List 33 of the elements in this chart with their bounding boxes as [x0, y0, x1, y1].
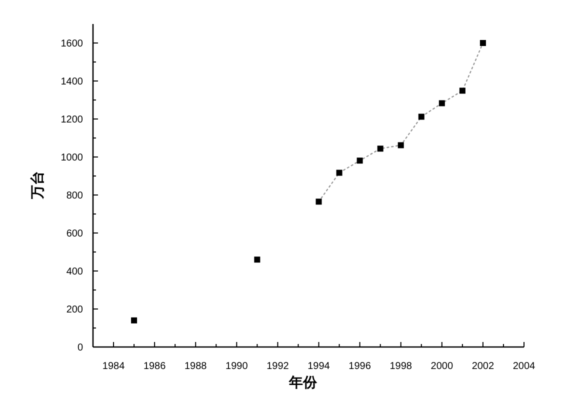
- y-axis-title: 万台: [29, 171, 45, 200]
- x-tick-label: 2004: [512, 361, 536, 372]
- x-tick-label: 1984: [102, 361, 126, 372]
- y-tick-label: 1600: [60, 38, 84, 50]
- x-tick-label: 1988: [184, 361, 208, 372]
- point: [336, 170, 342, 176]
- x-tick-label: 2002: [472, 361, 495, 372]
- x-tick-label: 2000: [430, 361, 454, 372]
- y-tick-label: 1000: [60, 152, 84, 164]
- x-tick-label: 1996: [348, 361, 372, 372]
- point: [316, 198, 322, 205]
- x-tick-label: 1998: [390, 361, 412, 372]
- y-tick-label: 1200: [60, 114, 84, 126]
- y-tick-label: 400: [66, 266, 84, 278]
- x-tick-label: 1986: [143, 361, 166, 372]
- point: [480, 40, 486, 46]
- y-tick-label: 0: [77, 342, 84, 354]
- y-tick-label: 800: [66, 190, 84, 202]
- x-axis-title: 年份: [288, 374, 318, 390]
- x-tick-label: 1994: [308, 361, 330, 372]
- point: [418, 114, 424, 120]
- y-tick-label: 600: [66, 228, 84, 240]
- x-tick-label: 1992: [266, 361, 290, 372]
- point: [356, 158, 363, 164]
- point: [131, 317, 138, 324]
- point: [377, 146, 384, 152]
- x-tick-label: 1990: [226, 361, 248, 372]
- point: [459, 88, 466, 94]
- point: [398, 142, 404, 148]
- y-tick-label: 200: [66, 304, 84, 316]
- point: [254, 256, 260, 263]
- y-tick-label: 1400: [60, 76, 84, 88]
- point: [438, 100, 445, 106]
